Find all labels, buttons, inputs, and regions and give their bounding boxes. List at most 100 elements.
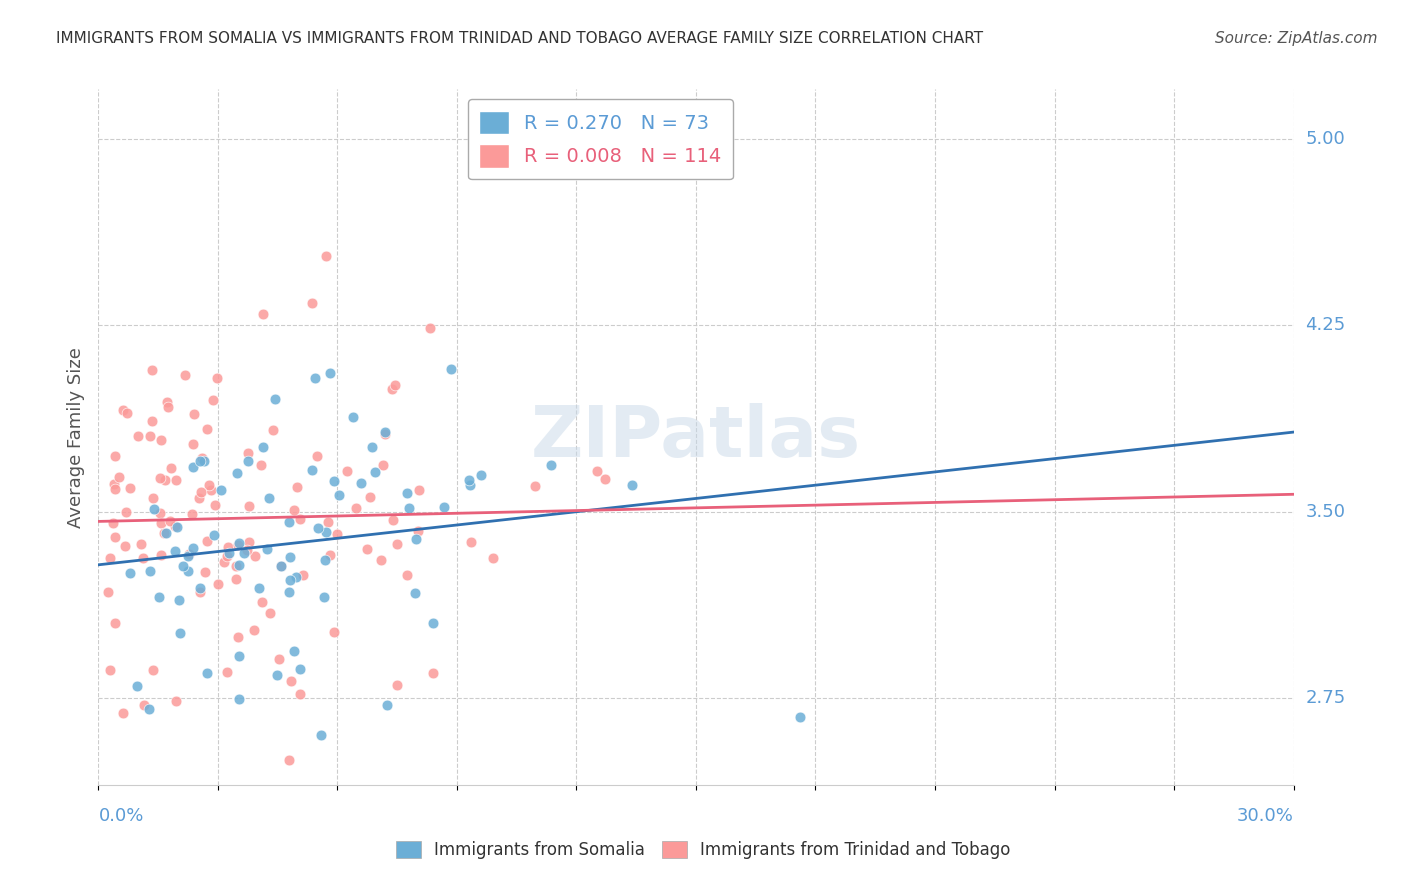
Point bbox=[129, 537, 152, 551]
Point bbox=[191, 450, 214, 465]
Point bbox=[243, 549, 266, 564]
Point bbox=[398, 501, 420, 516]
Point bbox=[225, 558, 247, 573]
Text: Source: ZipAtlas.com: Source: ZipAtlas.com bbox=[1215, 31, 1378, 46]
Point bbox=[278, 584, 301, 599]
Point bbox=[202, 528, 225, 542]
Point bbox=[159, 461, 181, 475]
Point bbox=[620, 478, 643, 492]
Point bbox=[323, 624, 346, 639]
Point bbox=[148, 591, 170, 605]
Point bbox=[149, 516, 172, 531]
Point bbox=[195, 666, 218, 681]
Point bbox=[111, 706, 134, 721]
Point bbox=[307, 521, 329, 535]
Point bbox=[319, 366, 342, 380]
Point bbox=[322, 475, 344, 489]
Point bbox=[374, 426, 396, 441]
Point bbox=[250, 458, 273, 472]
Point bbox=[312, 590, 335, 604]
Point bbox=[269, 651, 291, 665]
Point bbox=[156, 400, 179, 414]
Point bbox=[155, 526, 177, 541]
Point bbox=[195, 533, 218, 548]
Point bbox=[97, 585, 120, 599]
Point bbox=[280, 573, 302, 587]
Point bbox=[382, 513, 405, 527]
Legend: Immigrants from Somalia, Immigrants from Trinidad and Tobago: Immigrants from Somalia, Immigrants from… bbox=[389, 834, 1017, 866]
Point bbox=[204, 498, 226, 512]
Point bbox=[278, 753, 301, 767]
Point bbox=[138, 702, 160, 716]
Point bbox=[404, 586, 426, 600]
Point bbox=[243, 623, 266, 637]
Point bbox=[540, 458, 562, 473]
Point bbox=[283, 503, 305, 517]
Point bbox=[181, 460, 204, 475]
Point bbox=[247, 581, 270, 595]
Point bbox=[165, 518, 187, 533]
Point bbox=[387, 678, 409, 692]
Point bbox=[387, 537, 409, 551]
Point bbox=[396, 486, 419, 500]
Point bbox=[167, 593, 190, 607]
Point bbox=[344, 501, 367, 516]
Point bbox=[181, 437, 204, 451]
Point bbox=[336, 465, 359, 479]
Point bbox=[181, 541, 204, 555]
Point bbox=[262, 423, 284, 437]
Point bbox=[280, 550, 302, 565]
Point bbox=[212, 555, 235, 569]
Point bbox=[419, 320, 441, 334]
Point bbox=[200, 483, 222, 497]
Text: 3.50: 3.50 bbox=[1305, 502, 1346, 521]
Point bbox=[163, 543, 186, 558]
Point bbox=[309, 728, 332, 742]
Point bbox=[188, 581, 211, 595]
Point bbox=[148, 471, 170, 485]
Point bbox=[188, 585, 211, 599]
Point bbox=[132, 550, 155, 565]
Text: 5.00: 5.00 bbox=[1305, 130, 1346, 148]
Point bbox=[270, 559, 292, 574]
Point bbox=[359, 490, 381, 504]
Point bbox=[177, 549, 200, 564]
Point bbox=[115, 505, 138, 519]
Point bbox=[360, 440, 382, 454]
Point bbox=[205, 371, 228, 385]
Point bbox=[301, 463, 323, 477]
Point bbox=[238, 535, 260, 549]
Point bbox=[363, 465, 385, 479]
Point bbox=[228, 535, 250, 549]
Point bbox=[174, 368, 197, 382]
Point bbox=[370, 552, 392, 566]
Point bbox=[280, 674, 302, 689]
Point bbox=[139, 428, 162, 442]
Point bbox=[406, 524, 429, 539]
Point bbox=[141, 663, 163, 677]
Point bbox=[177, 547, 200, 561]
Point bbox=[194, 565, 217, 579]
Point bbox=[217, 665, 239, 679]
Point bbox=[290, 687, 312, 701]
Point bbox=[142, 491, 165, 506]
Point bbox=[127, 428, 149, 442]
Point bbox=[440, 361, 463, 376]
Point bbox=[405, 533, 427, 547]
Point bbox=[152, 525, 174, 540]
Text: 2.75: 2.75 bbox=[1305, 689, 1346, 707]
Point bbox=[316, 515, 339, 529]
Point bbox=[228, 558, 250, 572]
Point bbox=[284, 570, 307, 584]
Point bbox=[278, 516, 301, 530]
Point bbox=[177, 564, 200, 578]
Point bbox=[98, 663, 121, 677]
Point bbox=[373, 458, 395, 473]
Point bbox=[342, 409, 364, 424]
Point bbox=[195, 422, 218, 436]
Text: 30.0%: 30.0% bbox=[1237, 807, 1294, 825]
Point bbox=[104, 616, 127, 631]
Point bbox=[470, 468, 492, 483]
Point bbox=[120, 481, 142, 495]
Point bbox=[114, 539, 136, 553]
